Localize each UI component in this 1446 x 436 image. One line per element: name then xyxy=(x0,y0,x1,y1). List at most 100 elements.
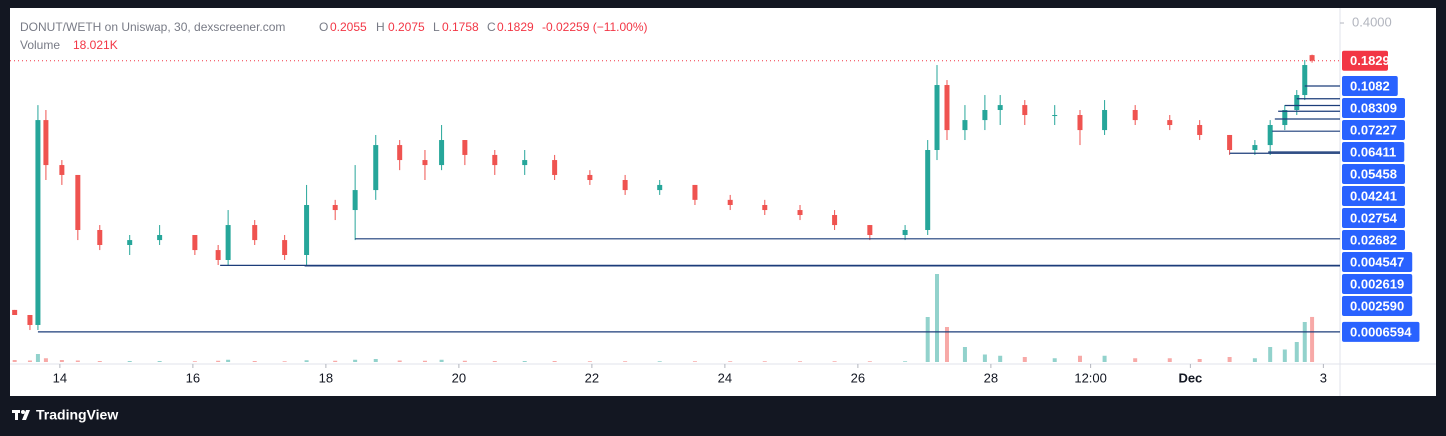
volume-bar xyxy=(157,361,162,362)
price-label-text: 0.04241 xyxy=(1350,188,1397,203)
candle-body xyxy=(944,85,950,131)
price-label: 0.0006594 xyxy=(1342,321,1420,342)
y-tick-label: 0.4000 xyxy=(1352,14,1392,29)
price-label-box xyxy=(1342,321,1420,342)
x-tick-label: 24 xyxy=(718,370,732,385)
price-label-text: 0.0006594 xyxy=(1350,324,1412,339)
volume-bar xyxy=(1077,355,1082,362)
candle-body xyxy=(1077,115,1083,131)
volume-bar xyxy=(1294,342,1299,362)
price-label-text: 0.002590 xyxy=(1350,298,1404,313)
price-label-box xyxy=(1342,208,1405,229)
price-label-box xyxy=(1342,252,1413,273)
x-tick-label: 22 xyxy=(585,370,599,385)
volume-bar xyxy=(282,361,287,362)
volume-bar xyxy=(1282,349,1287,362)
volume-bar xyxy=(439,359,444,362)
price-label-box xyxy=(1342,142,1405,163)
candle-body xyxy=(1197,125,1203,135)
price-label-text: 0.1082 xyxy=(1350,78,1390,93)
low-value: 0.1758 xyxy=(442,20,479,34)
open-label: O xyxy=(319,20,328,34)
volume-bar xyxy=(798,361,803,362)
chart-area xyxy=(10,8,1436,396)
price-label: 0.04241 xyxy=(1342,186,1405,207)
volume-bar xyxy=(1268,347,1273,362)
volume-bar xyxy=(982,354,987,362)
volume-bar xyxy=(1227,357,1232,362)
volume-bar xyxy=(962,347,967,362)
x-tick-label: Dec xyxy=(1178,370,1202,385)
candle-body xyxy=(192,235,198,251)
candle-body xyxy=(1102,110,1108,131)
volume-bar xyxy=(935,274,940,362)
price-label: 0.002619 xyxy=(1342,274,1413,295)
candle-body xyxy=(1167,120,1173,126)
price-label-box xyxy=(1342,274,1413,295)
candle-body xyxy=(43,120,49,166)
x-tick-label: 18 xyxy=(319,370,333,385)
price-label: 0.02682 xyxy=(1342,230,1405,251)
candle-body xyxy=(1282,110,1288,126)
price-label-text: 0.08309 xyxy=(1350,100,1397,115)
volume-bar xyxy=(1252,358,1257,362)
price-label-text: 0.02754 xyxy=(1350,210,1398,225)
price-label-text: 0.004547 xyxy=(1350,254,1404,269)
candle-body xyxy=(587,174,593,181)
price-label-box xyxy=(1342,120,1405,141)
candle-body xyxy=(1132,110,1138,121)
volume-bar xyxy=(12,360,17,362)
candle-body xyxy=(1302,65,1308,96)
volume-bar xyxy=(1102,355,1107,362)
price-label-text: 0.06411 xyxy=(1350,144,1396,159)
volume-bar xyxy=(75,360,80,362)
candle-body xyxy=(282,240,288,255)
candle-body xyxy=(1252,145,1258,151)
volume-bar xyxy=(832,361,837,362)
price-label: 0.1082 xyxy=(1342,76,1398,97)
price-label: 0.02754 xyxy=(1342,208,1405,229)
candle-body xyxy=(127,240,133,245)
close-label: C xyxy=(487,20,496,34)
volume-bar xyxy=(97,361,102,362)
price-label-text: 0.07227 xyxy=(1350,122,1397,137)
candle-body xyxy=(692,184,698,200)
x-tick-label: 16 xyxy=(186,370,200,385)
price-label-box xyxy=(1342,230,1405,251)
candle-body xyxy=(75,174,81,230)
x-tick-label: 26 xyxy=(851,370,865,385)
candle-body xyxy=(1267,125,1273,146)
candle-body xyxy=(373,145,379,191)
candle-body xyxy=(439,140,445,166)
candle-body xyxy=(422,160,428,166)
volume-bar xyxy=(43,358,48,362)
x-tick-label: 14 xyxy=(53,370,67,385)
candle-body xyxy=(332,204,338,211)
volume-bar xyxy=(1052,358,1057,362)
brand: TradingView xyxy=(36,407,118,423)
candle-body xyxy=(552,160,558,175)
price-label-box xyxy=(1342,164,1405,185)
candle-body xyxy=(797,210,803,216)
volume-bar xyxy=(1302,322,1307,362)
candle-body xyxy=(925,150,931,230)
candle-body xyxy=(727,199,733,205)
volume-bar xyxy=(59,360,64,362)
volume-bar xyxy=(397,360,402,362)
candle-body xyxy=(352,190,358,211)
volume-bar xyxy=(252,361,257,362)
price-label: 0.08309 xyxy=(1342,98,1405,119)
symbol-title: DONUT/WETH on Uniswap, 30, dexscreener.c… xyxy=(20,20,285,34)
price-label: 0.05458 xyxy=(1342,164,1405,185)
volume-bar xyxy=(692,361,697,362)
volume-bar xyxy=(762,361,767,362)
candle-body xyxy=(492,154,498,166)
candle-body xyxy=(1309,55,1315,61)
volume-bar xyxy=(353,359,358,362)
candle-body xyxy=(462,140,468,155)
candle-body xyxy=(225,225,231,260)
candle-body xyxy=(1022,105,1028,116)
candle-body xyxy=(762,204,768,211)
price-label-box xyxy=(1342,186,1405,207)
